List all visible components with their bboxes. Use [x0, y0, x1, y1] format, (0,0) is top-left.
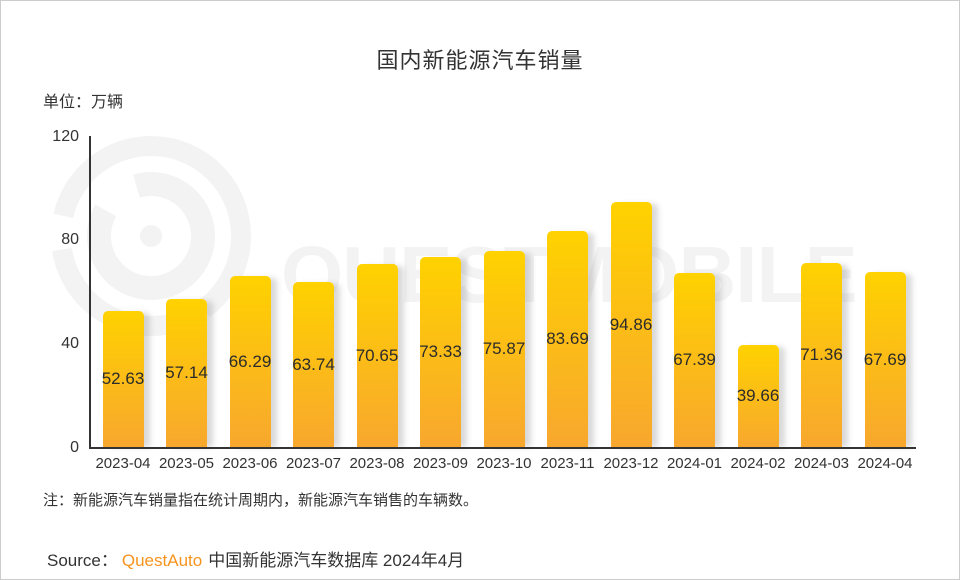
bar-value-label: 39.66	[736, 386, 780, 406]
source-label: Source：	[47, 551, 118, 570]
bar: 71.36	[800, 262, 843, 448]
x-axis-label: 2023-10	[476, 455, 532, 472]
bar-value-label: 70.65	[355, 345, 399, 365]
x-axis-label: 2023-12	[603, 455, 659, 472]
chart-title: 国内新能源汽车销量	[376, 48, 584, 73]
bar-value-label: 67.39	[673, 350, 716, 370]
bar-value-label: 94.86	[609, 314, 653, 334]
bar: 66.29	[228, 275, 272, 448]
bar-value-label: 71.36	[800, 345, 843, 365]
bar: 83.69	[546, 230, 589, 448]
x-axis-label: 2023-05	[158, 455, 215, 472]
y-axis-tick-label: 120	[52, 127, 79, 145]
x-axis-label: 2023-04	[95, 455, 151, 472]
bar-value-label: 57.14	[165, 363, 208, 383]
bar-value-label: 75.87	[482, 339, 526, 359]
x-axis-label: 2023-07	[285, 455, 342, 472]
source-brand: QuestAuto	[121, 551, 203, 570]
y-axis-tick-label: 40	[61, 334, 79, 352]
y-axis-tick-label: 80	[61, 231, 79, 249]
bar: 94.86	[609, 201, 653, 448]
x-axis-label: 2023-11	[540, 455, 595, 472]
x-axis-label: 2024-03	[793, 455, 850, 472]
bar: 57.14	[165, 299, 208, 448]
footnote: 注：新能源汽车销量指在统计周期内，新能源汽车销售的车辆数。	[43, 492, 479, 509]
bar-value-label: 73.33	[419, 342, 462, 362]
unit-label: 单位：万辆	[43, 94, 124, 111]
bar: 52.63	[101, 311, 145, 448]
y-axis-tick-label: 0	[70, 438, 79, 456]
x-axis-label: 2024-01	[666, 455, 723, 472]
bar-value-label: 67.69	[863, 349, 907, 369]
bar: 70.65	[355, 264, 399, 448]
y-axis-line	[89, 136, 91, 448]
bar-value-label: 66.29	[228, 351, 272, 371]
source-database: 中国新能源汽车数据库 2024年4月	[208, 551, 465, 570]
bar: 67.39	[673, 272, 716, 448]
plot-area: QUESTMOBILE 0408012052.632023-0457.14202…	[1, 111, 959, 481]
bar-value-label: 83.69	[546, 329, 589, 349]
bar: 39.66	[736, 344, 780, 448]
questmobile-logo-watermark-icon	[51, 136, 251, 336]
x-axis-label: 2024-04	[857, 455, 913, 472]
source-line: Source： QuestAuto 中国新能源汽车数据库 2024年4月	[47, 546, 464, 571]
x-axis-label: 2023-09	[412, 455, 469, 472]
x-axis-label: 2023-08	[349, 455, 405, 472]
bar-value-label: 63.74	[292, 354, 335, 374]
x-axis-line	[89, 447, 916, 449]
bar-value-label: 52.63	[101, 369, 145, 389]
bar: 75.87	[482, 250, 526, 448]
bar: 67.69	[863, 272, 907, 448]
bar: 73.33	[419, 257, 462, 448]
x-axis-label: 2023-06	[222, 455, 278, 472]
x-axis-label: 2024-02	[730, 455, 786, 472]
bar: 63.74	[292, 282, 335, 448]
